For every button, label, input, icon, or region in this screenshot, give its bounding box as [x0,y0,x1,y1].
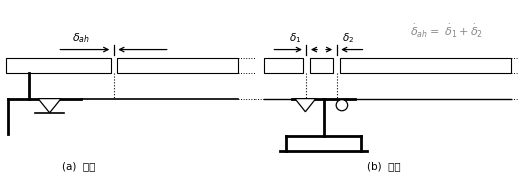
FancyBboxPatch shape [340,58,511,73]
Text: $\delta_{ah}$: $\delta_{ah}$ [72,31,90,45]
FancyBboxPatch shape [264,58,303,73]
Text: (a)  교대: (a) 교대 [62,161,95,171]
Circle shape [336,100,348,111]
FancyBboxPatch shape [264,58,303,73]
Text: $\delta_1$: $\delta_1$ [289,31,301,45]
FancyBboxPatch shape [340,58,511,73]
Polygon shape [38,99,61,113]
FancyBboxPatch shape [6,58,111,73]
FancyBboxPatch shape [117,58,238,73]
FancyBboxPatch shape [6,58,111,73]
FancyBboxPatch shape [117,58,238,73]
FancyBboxPatch shape [310,58,333,73]
FancyBboxPatch shape [310,58,333,73]
Polygon shape [295,99,316,112]
Text: $\dot{\delta}_{ah}=\ \dot{\delta}_1+\dot{\delta}_2$: $\dot{\delta}_{ah}=\ \dot{\delta}_1+\dot… [410,23,483,40]
Text: (b)  교각: (b) 교각 [367,161,400,171]
Text: $\delta_2$: $\delta_2$ [342,31,354,45]
